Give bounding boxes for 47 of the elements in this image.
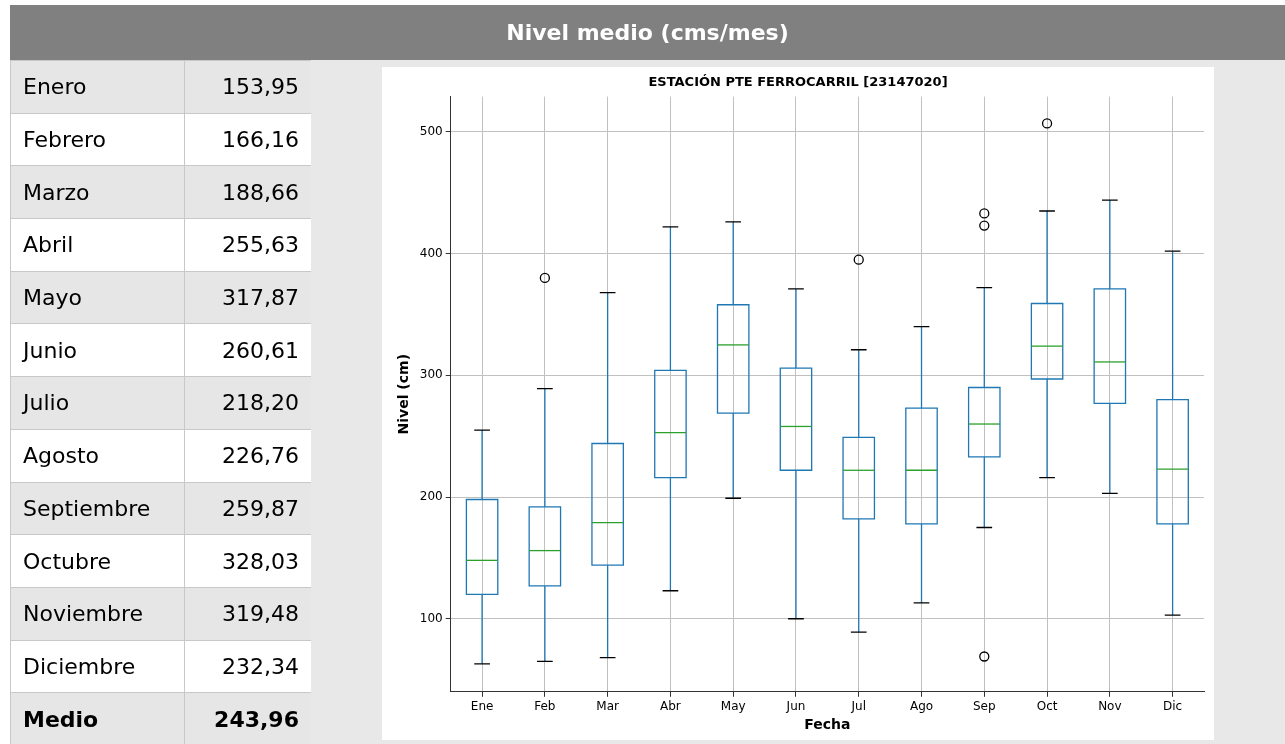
- text: 153,95: [222, 74, 299, 100]
- text: 328,03: [222, 548, 299, 574]
- y-tick-label: 200: [419, 489, 443, 504]
- y-tick-label: 300: [419, 367, 443, 382]
- category-label: Medio: [10, 692, 185, 744]
- category-label: Noviembre: [10, 587, 185, 641]
- category-label: Junio: [10, 323, 185, 377]
- text: Nivel medio (cms/mes): [10, 5, 1285, 60]
- x-tick-label: Jul: [850, 699, 866, 714]
- x-tick-label: Abr: [660, 699, 681, 714]
- x-tick-label: Ago: [909, 699, 934, 714]
- x-tick-label: Jun: [785, 699, 806, 714]
- category-label: Octubre: [10, 534, 185, 588]
- category-label: Abril: [10, 218, 185, 272]
- text: 166,16: [222, 127, 299, 153]
- text: 255,63: [222, 232, 299, 258]
- text: 188,66: [222, 179, 299, 205]
- y-tick-label: 500: [419, 124, 443, 139]
- x-tick-label: Mar: [596, 699, 620, 714]
- x-tick-label: Sep: [972, 699, 996, 714]
- x-tick-label: Feb: [534, 699, 556, 714]
- y-tick-label: 100: [419, 610, 443, 625]
- x-tick-label: Nov: [1098, 699, 1122, 714]
- category-label: Diciembre: [10, 640, 185, 693]
- category-label: Febrero: [10, 113, 185, 166]
- x-tick-label: Oct: [1036, 699, 1058, 714]
- category-label: Enero: [10, 60, 185, 114]
- x-tick-label: Ene: [470, 699, 494, 714]
- category-label: Marzo: [10, 165, 185, 219]
- x-tick-label: Dic: [1163, 699, 1183, 714]
- y-tick-label: 400: [419, 245, 443, 260]
- text: 218,20: [222, 390, 299, 416]
- x-tick-label: May: [720, 699, 746, 714]
- text: 317,87: [222, 285, 299, 311]
- category-label: Julio: [10, 376, 185, 430]
- category-label: Mayo: [10, 271, 185, 324]
- text: 319,48: [222, 601, 299, 627]
- text: 226,76: [222, 443, 299, 469]
- chart-title: ESTACIÓN PTE FERROCARRIL [23147020]: [648, 74, 948, 90]
- text: 259,87: [222, 495, 299, 521]
- category-label: Agosto: [10, 429, 185, 482]
- text: 243,96: [214, 706, 299, 732]
- text: 232,34: [222, 653, 299, 679]
- category-label: Septiembre: [10, 482, 185, 535]
- x-axis-title: Fecha: [804, 716, 851, 733]
- text: 260,61: [222, 337, 299, 363]
- y-axis-title: Nivel (cm): [395, 353, 412, 435]
